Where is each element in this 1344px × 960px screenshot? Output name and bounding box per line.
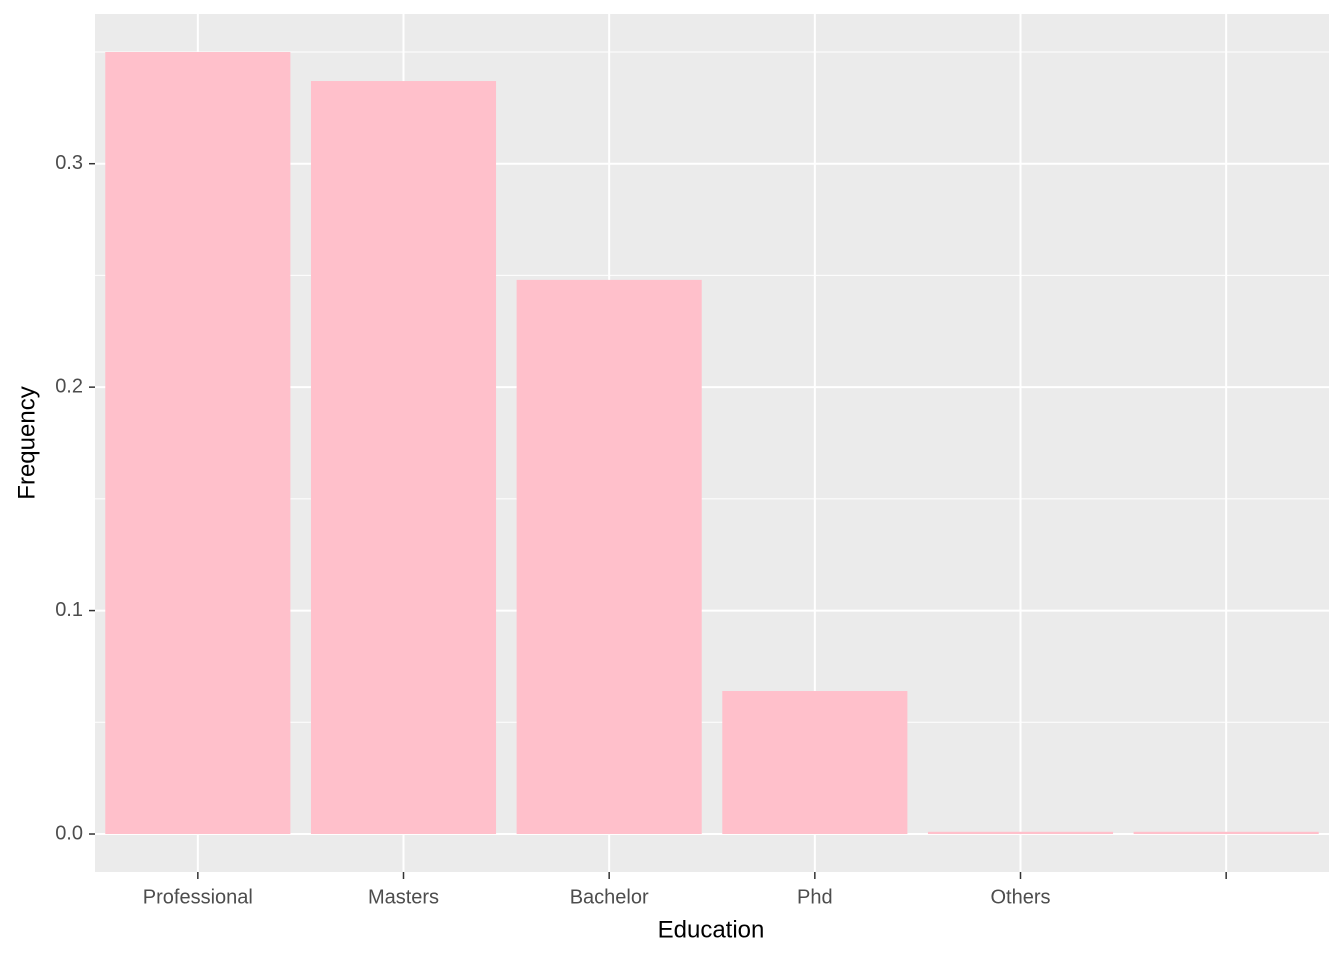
bar xyxy=(516,279,702,835)
bar xyxy=(1133,831,1319,835)
x-tick-label: Others xyxy=(990,886,1050,908)
y-tick-label: 0.3 xyxy=(55,152,83,174)
x-axis-title: Education xyxy=(658,916,765,943)
x-tick-label: Bachelor xyxy=(570,886,649,908)
y-tick-label: 0.1 xyxy=(55,599,83,621)
y-tick-label: 0.2 xyxy=(55,375,83,397)
bar xyxy=(722,691,908,835)
x-tick-label: Professional xyxy=(143,886,253,908)
panel-background xyxy=(95,14,1329,872)
bar xyxy=(310,81,497,835)
bar xyxy=(105,51,291,835)
y-axis-title: Frequency xyxy=(13,386,40,499)
bar xyxy=(927,831,1114,835)
y-tick-label: 0.0 xyxy=(55,822,83,844)
x-tick-label: Phd xyxy=(797,886,833,908)
x-tick-label: Masters xyxy=(368,886,439,908)
